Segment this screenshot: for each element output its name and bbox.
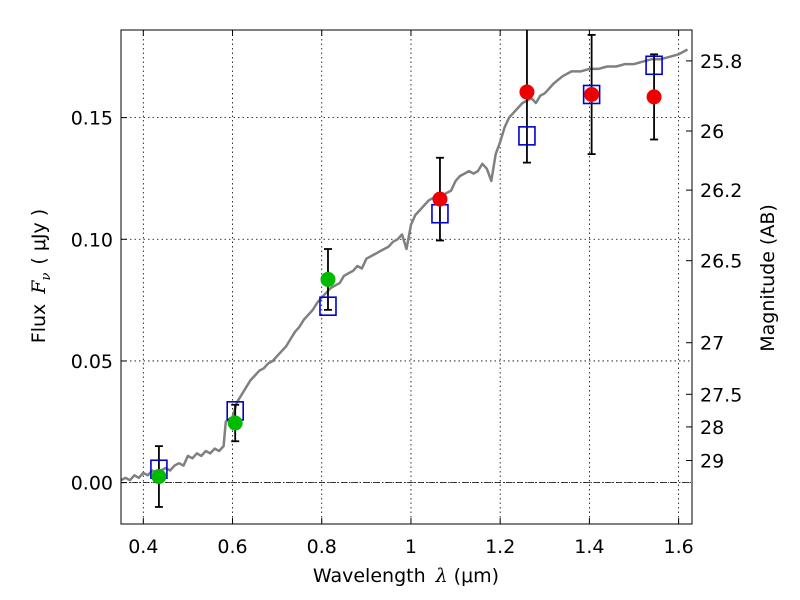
mag-tick-label: 27 [700,333,724,355]
mag-tick-label: 25.8 [700,51,742,73]
y-tick-label: 0.15 [71,108,113,130]
y-tick-label: 0.00 [71,473,113,495]
y-axis-label: Flux Fν ( μJy ) [28,209,54,343]
spectrum-layer [120,48,689,482]
observed-optical-point [227,415,243,431]
observed-infrared-point [432,191,448,207]
model-photometry-square [518,126,536,146]
x-tick-label: 0.6 [217,536,247,558]
mag-tick-label: 28 [700,417,724,439]
mag-tick-label: 26.2 [700,180,742,202]
grid [121,30,692,524]
x-tick-label: 1.4 [574,536,604,558]
y-tick-label: 0.05 [71,351,113,373]
observed-infrared-point [519,84,535,100]
mag-tick-label: 29 [700,450,724,472]
mag-tick-label: 26.5 [700,251,742,273]
mag-tick-label: 27.5 [700,384,742,406]
y2-axis-label: Magnitude (AB) [757,204,779,352]
mag-tick-label: 26 [700,121,724,143]
y-axis-symbol: F [28,280,50,295]
y-axis-subscript: ν [39,273,54,281]
x-axis-label-text: Wavelength [313,565,426,587]
model-photometry-square [319,296,337,317]
x-tick-label: 1 [405,536,417,558]
observed-infrared-point [584,86,600,102]
x-axis-label: Wavelength λ (μm) [313,565,499,587]
observed-optical-point [320,271,336,287]
y-tick-label: 0.10 [71,229,113,251]
x-axis-symbol: λ [435,565,448,587]
spectrum-line [120,48,689,482]
errorbar-layer [154,30,659,508]
observed-infrared-point [646,89,662,105]
observed-optical-point [151,469,167,485]
x-tick-label: 0.4 [128,536,158,558]
tick-layer [121,30,692,524]
x-tick-label: 0.8 [307,536,337,558]
x-tick-label: 1.6 [664,536,694,558]
tick-label-layer: 0.4 0.6 0.8 1 1.2 1.4 1.6 0.00 0.05 0.10 0.15 25.8 2… [71,51,743,558]
x-axis-unit: (μm) [454,565,499,587]
plot-frame [120,29,693,525]
y-axis-label-text: Flux [28,304,50,344]
model-photometry-square [582,84,601,105]
points-layer [150,55,663,485]
x-tick-label: 1.2 [485,536,515,558]
model-photometry-square [645,55,663,76]
y-axis-unit: ( μJy ) [28,209,50,265]
